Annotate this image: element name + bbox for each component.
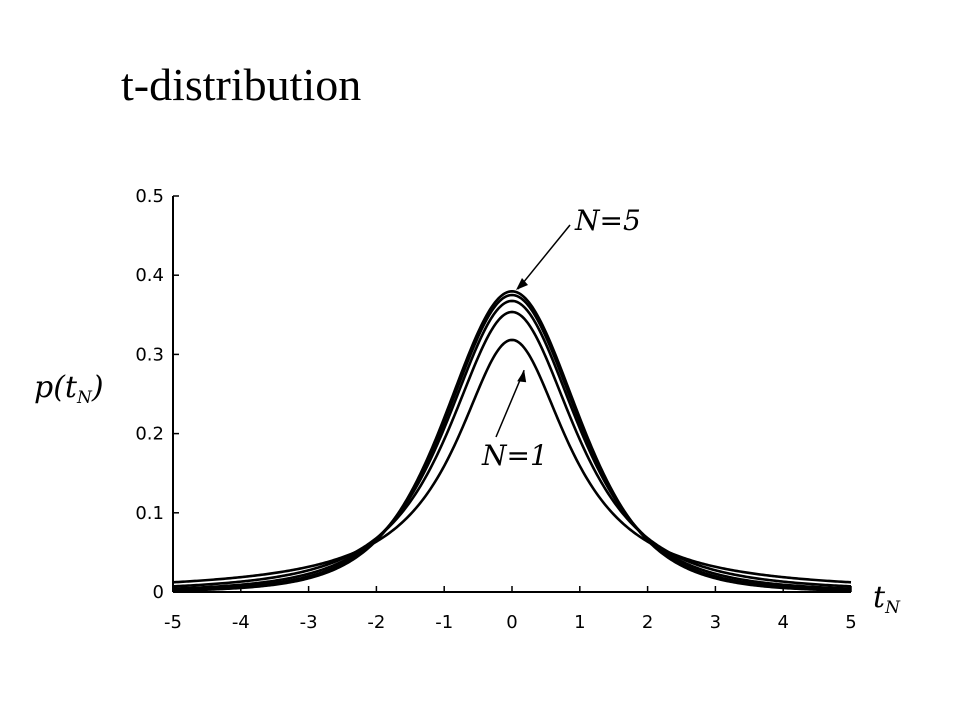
- x-tick-label: 4: [777, 612, 788, 633]
- y-tick-label: 0.5: [135, 186, 164, 207]
- annotation-n5-arrow: [517, 224, 571, 290]
- series-line-n1: [172, 338, 852, 584]
- y-tick-label: 0: [153, 582, 164, 603]
- series-line-n3: [172, 299, 852, 590]
- y-axis-label: p(tN): [34, 370, 104, 408]
- x-tick-label: 0: [506, 612, 517, 633]
- x-tick-label: 1: [574, 612, 585, 633]
- annotation-n1: N=1: [481, 439, 548, 472]
- annotation-n1-arrowhead: [517, 370, 527, 383]
- annotation-n5-arrowhead: [516, 278, 528, 291]
- x-tick-label: -3: [300, 612, 318, 633]
- y-tick-label: 0.1: [135, 503, 164, 524]
- x-tick-label: 5: [845, 612, 856, 633]
- slide-title: t-distribution: [121, 59, 362, 110]
- x-tick-label: -2: [367, 612, 385, 633]
- x-axis-label: tN: [873, 580, 900, 618]
- series-line-n4: [172, 293, 852, 592]
- series-line-n2: [172, 310, 852, 588]
- annotation-n5: N=5: [574, 204, 641, 237]
- series-line-n5: [172, 290, 852, 592]
- x-tick-label: -1: [435, 612, 453, 633]
- x-tick-label: 2: [642, 612, 653, 633]
- y-tick-label: 0.3: [135, 344, 164, 365]
- y-tick-label: 0.4: [135, 265, 164, 286]
- y-tick-label: 0.2: [135, 424, 164, 445]
- x-tick-label: 3: [710, 612, 721, 633]
- x-tick-label: -4: [232, 612, 250, 633]
- x-tick-label: -5: [164, 612, 182, 633]
